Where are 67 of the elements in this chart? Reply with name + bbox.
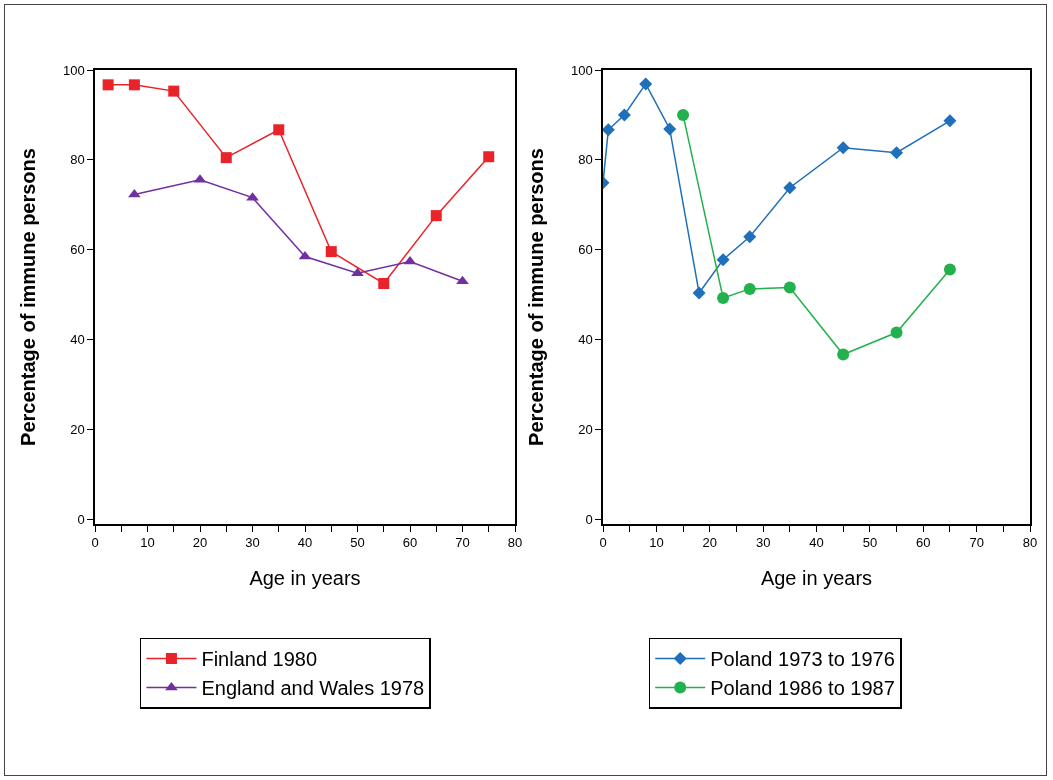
point: [456, 275, 469, 285]
x-tick-label: 0: [599, 535, 607, 551]
point: [403, 255, 417, 265]
point: [837, 348, 850, 361]
y-tick-label: 100: [62, 62, 85, 78]
point: [102, 79, 114, 91]
point: [617, 108, 631, 122]
x-tick-label: 10: [649, 535, 664, 551]
point: [325, 246, 337, 258]
y-tick-label: 80: [70, 152, 85, 168]
x-tick-label: 30: [755, 535, 771, 551]
x-tick-label: 70: [969, 535, 984, 551]
point: [483, 151, 495, 163]
point: [743, 282, 756, 295]
point: [378, 278, 390, 290]
x-tick-label: 50: [350, 535, 365, 551]
legend-label: Finland 1980: [201, 648, 318, 671]
point: [430, 210, 442, 222]
point: [717, 291, 730, 304]
x-tick-label: 20: [702, 535, 717, 551]
point: [128, 79, 140, 91]
point: [663, 122, 677, 136]
x-tick-label: 10: [140, 535, 155, 551]
y-tick-label: 40: [578, 332, 593, 348]
y-axis-title: Percentage of immune persons: [16, 148, 39, 446]
x-tick-label: 80: [1022, 535, 1038, 551]
legend-label: Poland 1973 to 1976: [710, 648, 895, 671]
point: [783, 181, 797, 195]
x-tick-label: 60: [916, 535, 931, 551]
x-tick-label: 40: [297, 535, 313, 551]
point: [943, 114, 957, 128]
x-axis-title: Age in years: [249, 567, 361, 590]
x-tick-label: 70: [455, 535, 470, 551]
point: [168, 85, 180, 97]
legend-label: Poland 1986 to 1987: [710, 677, 895, 700]
y-tick-label: 0: [77, 512, 85, 528]
x-tick-label: 0: [91, 535, 99, 551]
x-tick-label: 50: [862, 535, 878, 551]
point: [677, 108, 690, 121]
point: [692, 286, 706, 300]
x-tick-label: 20: [192, 535, 208, 551]
point: [836, 141, 850, 155]
x-tick-label: 60: [402, 535, 418, 551]
y-tick-label: 80: [578, 152, 593, 168]
x-tick-label: 80: [507, 535, 523, 551]
point: [783, 281, 796, 294]
x-tick-label: 40: [809, 535, 824, 551]
y-tick-label: 20: [578, 422, 593, 438]
y-tick-label: 100: [570, 62, 593, 78]
x-axis-title: Age in years: [760, 567, 873, 590]
y-axis-title: Percentage of immune persons: [524, 148, 547, 446]
point: [890, 146, 904, 160]
y-tick-label: 60: [70, 242, 85, 258]
y-tick-label: 20: [70, 422, 85, 438]
y-tick-label: 60: [578, 242, 593, 258]
legend-label: England and Wales 1978: [201, 677, 425, 700]
y-tick-label: 40: [70, 332, 85, 348]
point: [943, 263, 956, 276]
y-tick-label: 0: [585, 512, 593, 528]
point: [220, 152, 232, 164]
point: [890, 326, 903, 339]
point: [273, 124, 285, 136]
point: [639, 77, 653, 91]
point: [743, 230, 757, 244]
point: [603, 123, 615, 137]
x-tick-label: 30: [245, 535, 260, 551]
point: [716, 253, 730, 267]
